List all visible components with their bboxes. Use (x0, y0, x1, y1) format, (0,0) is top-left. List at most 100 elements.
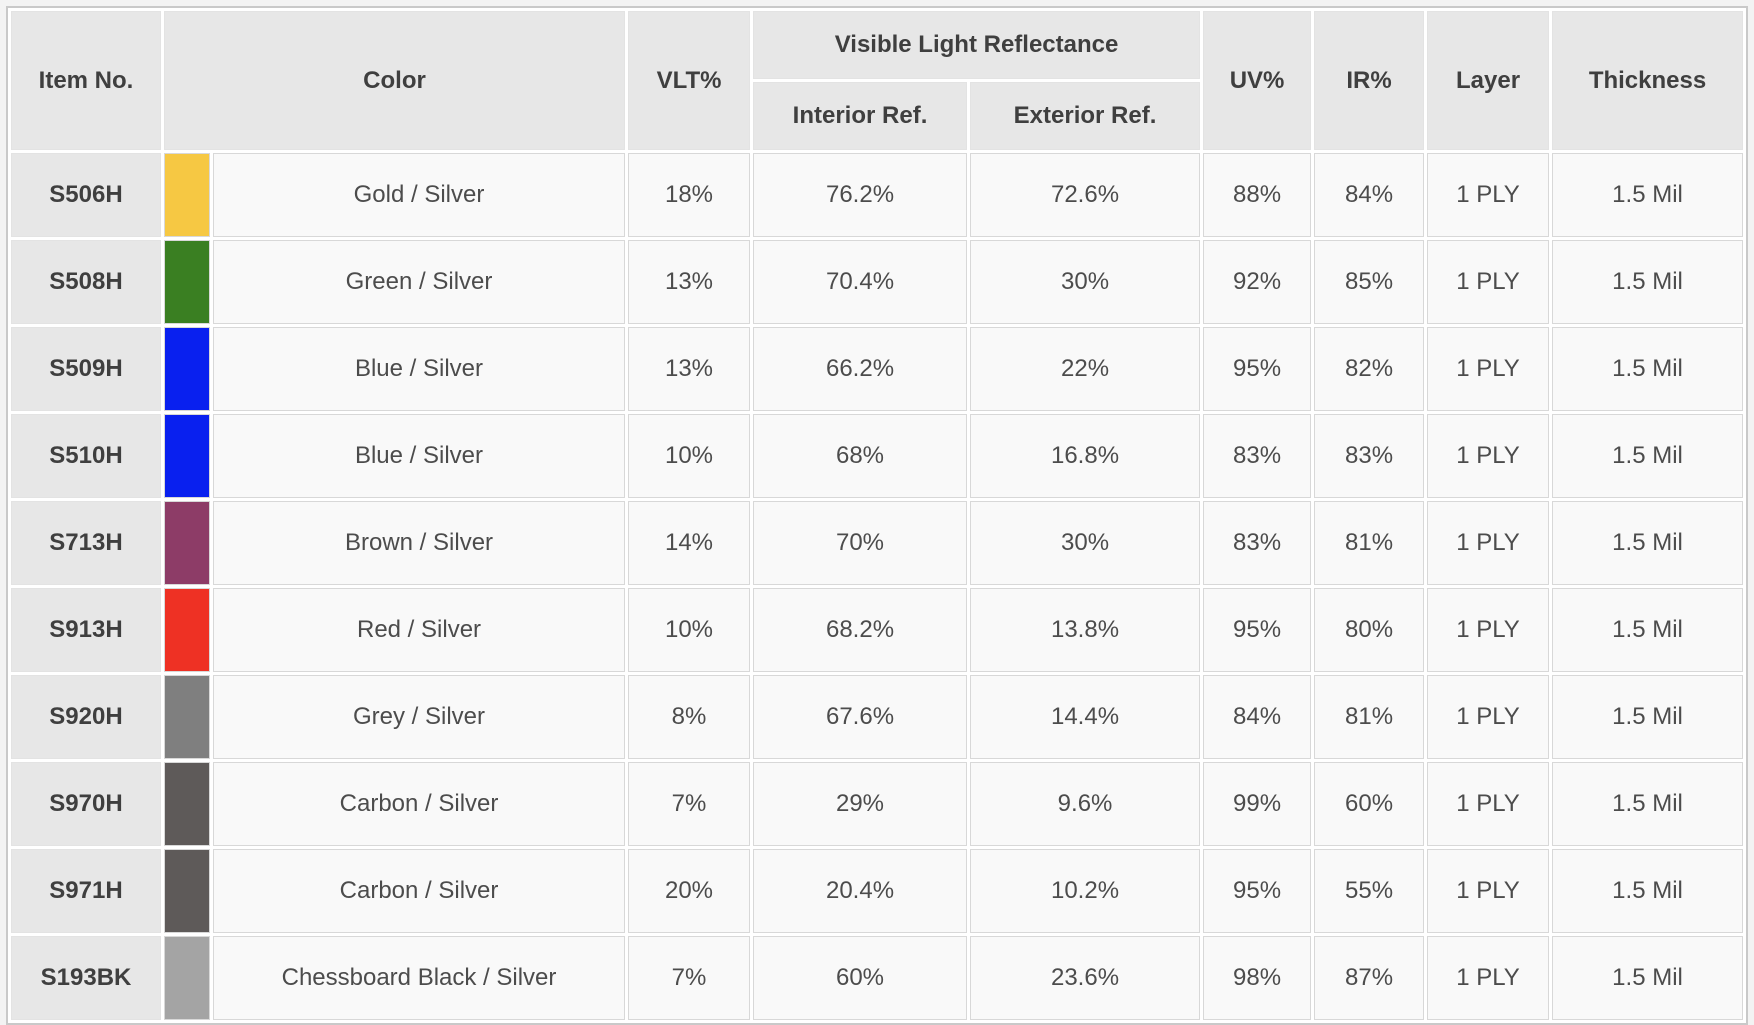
table-header: Item No. Color VLT% Visible Light Reflec… (11, 11, 1743, 150)
interior-ref-cell: 68.2% (753, 588, 968, 672)
uv-cell: 98% (1203, 936, 1312, 1020)
header-row-sub: Interior Ref. Exterior Ref. (11, 82, 1743, 150)
header-row-top: Item No. Color VLT% Visible Light Reflec… (11, 11, 1743, 150)
layer-cell: 1 PLY (1427, 849, 1550, 933)
color-name-cell: Green / Silver (213, 240, 626, 324)
color-swatch (164, 414, 210, 498)
thickness-cell: 1.5 Mil (1552, 414, 1743, 498)
header-vlt: VLT% (628, 11, 751, 150)
color-swatch (164, 153, 210, 237)
item-no-cell: S713H (11, 501, 161, 585)
color-name-cell: Blue / Silver (213, 327, 626, 411)
color-swatch (164, 240, 210, 324)
thickness-cell: 1.5 Mil (1552, 849, 1743, 933)
ir-cell: 81% (1314, 675, 1425, 759)
layer-cell: 1 PLY (1427, 762, 1550, 846)
thickness-cell: 1.5 Mil (1552, 936, 1743, 1020)
uv-cell: 95% (1203, 588, 1312, 672)
vlt-cell: 8% (628, 675, 751, 759)
header-color: Color (164, 11, 626, 150)
item-no-cell: S920H (11, 675, 161, 759)
ir-cell: 87% (1314, 936, 1425, 1020)
layer-cell: 1 PLY (1427, 327, 1550, 411)
interior-ref-cell: 70.4% (753, 240, 968, 324)
table-row: S970H Carbon / Silver 7% 29% 9.6% 99% 60… (11, 762, 1743, 846)
color-name-cell: Gold / Silver (213, 153, 626, 237)
exterior-ref-cell: 23.6% (970, 936, 1201, 1020)
vlt-cell: 18% (628, 153, 751, 237)
thickness-cell: 1.5 Mil (1552, 762, 1743, 846)
layer-cell: 1 PLY (1427, 240, 1550, 324)
header-visible-light-reflectance: Visible Light Reflectance (753, 11, 1201, 79)
uv-cell: 84% (1203, 675, 1312, 759)
item-no-cell: S506H (11, 153, 161, 237)
interior-ref-cell: 66.2% (753, 327, 968, 411)
layer-cell: 1 PLY (1427, 153, 1550, 237)
vlt-cell: 14% (628, 501, 751, 585)
thickness-cell: 1.5 Mil (1552, 588, 1743, 672)
thickness-cell: 1.5 Mil (1552, 675, 1743, 759)
color-swatch (164, 936, 210, 1020)
exterior-ref-cell: 30% (970, 240, 1201, 324)
header-thickness: Thickness (1552, 11, 1743, 150)
item-no-cell: S508H (11, 240, 161, 324)
exterior-ref-cell: 10.2% (970, 849, 1201, 933)
ir-cell: 82% (1314, 327, 1425, 411)
ir-cell: 85% (1314, 240, 1425, 324)
exterior-ref-cell: 13.8% (970, 588, 1201, 672)
color-swatch (164, 588, 210, 672)
item-no-cell: S509H (11, 327, 161, 411)
header-item-no: Item No. (11, 11, 161, 150)
ir-cell: 80% (1314, 588, 1425, 672)
exterior-ref-cell: 14.4% (970, 675, 1201, 759)
color-swatch (164, 327, 210, 411)
layer-cell: 1 PLY (1427, 675, 1550, 759)
color-swatch (164, 849, 210, 933)
table-row: S506H Gold / Silver 18% 76.2% 72.6% 88% … (11, 153, 1743, 237)
item-no-cell: S971H (11, 849, 161, 933)
color-name-cell: Carbon / Silver (213, 849, 626, 933)
ir-cell: 83% (1314, 414, 1425, 498)
color-swatch (164, 762, 210, 846)
vlt-cell: 13% (628, 327, 751, 411)
interior-ref-cell: 76.2% (753, 153, 968, 237)
table-row: S193BK Chessboard Black / Silver 7% 60% … (11, 936, 1743, 1020)
item-no-cell: S970H (11, 762, 161, 846)
color-name-cell: Carbon / Silver (213, 762, 626, 846)
table-row: S971H Carbon / Silver 20% 20.4% 10.2% 95… (11, 849, 1743, 933)
thickness-cell: 1.5 Mil (1552, 240, 1743, 324)
table-body: S506H Gold / Silver 18% 76.2% 72.6% 88% … (11, 153, 1743, 1020)
table-row: S510H Blue / Silver 10% 68% 16.8% 83% 83… (11, 414, 1743, 498)
color-name-cell: Grey / Silver (213, 675, 626, 759)
uv-cell: 95% (1203, 327, 1312, 411)
exterior-ref-cell: 9.6% (970, 762, 1201, 846)
exterior-ref-cell: 16.8% (970, 414, 1201, 498)
color-swatch (164, 675, 210, 759)
uv-cell: 99% (1203, 762, 1312, 846)
uv-cell: 95% (1203, 849, 1312, 933)
table-row: S508H Green / Silver 13% 70.4% 30% 92% 8… (11, 240, 1743, 324)
vlt-cell: 10% (628, 588, 751, 672)
table-row: S509H Blue / Silver 13% 66.2% 22% 95% 82… (11, 327, 1743, 411)
interior-ref-cell: 70% (753, 501, 968, 585)
color-name-cell: Brown / Silver (213, 501, 626, 585)
layer-cell: 1 PLY (1427, 588, 1550, 672)
item-no-cell: S193BK (11, 936, 161, 1020)
ir-cell: 55% (1314, 849, 1425, 933)
vlt-cell: 7% (628, 762, 751, 846)
color-name-cell: Blue / Silver (213, 414, 626, 498)
layer-cell: 1 PLY (1427, 501, 1550, 585)
vlt-cell: 13% (628, 240, 751, 324)
exterior-ref-cell: 30% (970, 501, 1201, 585)
interior-ref-cell: 20.4% (753, 849, 968, 933)
table-row: S713H Brown / Silver 14% 70% 30% 83% 81%… (11, 501, 1743, 585)
table-row: S913H Red / Silver 10% 68.2% 13.8% 95% 8… (11, 588, 1743, 672)
header-layer: Layer (1427, 11, 1550, 150)
thickness-cell: 1.5 Mil (1552, 327, 1743, 411)
interior-ref-cell: 67.6% (753, 675, 968, 759)
uv-cell: 92% (1203, 240, 1312, 324)
layer-cell: 1 PLY (1427, 414, 1550, 498)
interior-ref-cell: 60% (753, 936, 968, 1020)
window-film-spec-table: Item No. Color VLT% Visible Light Reflec… (6, 6, 1748, 1025)
thickness-cell: 1.5 Mil (1552, 501, 1743, 585)
